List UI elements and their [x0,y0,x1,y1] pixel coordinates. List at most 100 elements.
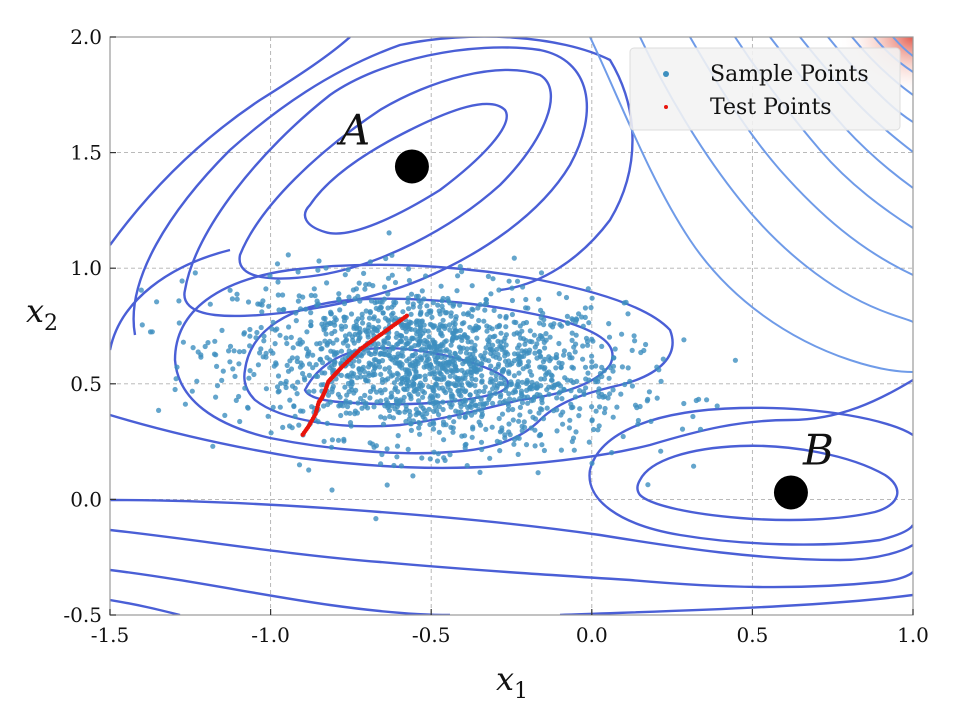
sample-point [474,335,480,341]
sample-point [441,437,447,443]
sample-point [424,303,430,309]
sample-point [510,406,516,413]
sample-point [525,400,531,406]
sample-point [378,461,384,467]
sample-point [432,392,438,398]
sample-point [336,291,342,297]
sample-point [644,398,650,404]
sample-point [506,369,512,375]
sample-point [593,363,599,369]
sample-point [404,358,410,364]
sample-point [482,350,488,356]
sample-point [536,296,542,302]
sample-point [478,366,484,372]
sample-point [538,270,545,276]
sample-point [258,324,264,331]
sample-point [549,377,555,383]
sample-point [415,373,421,379]
sample-point [446,414,452,420]
sample-point [341,314,347,320]
sample-point [517,396,523,402]
sample-point [415,342,421,348]
sample-point [355,338,362,344]
sample-point [474,369,480,375]
sample-point [276,307,282,313]
sample-point [484,328,490,334]
sample-point [263,350,269,356]
sample-point [627,378,633,384]
sample-point [391,380,397,386]
sample-point [620,433,626,440]
sample-point [596,423,602,429]
sample-point [539,333,545,339]
sample-point [565,320,571,326]
sample-point [417,304,423,310]
sample-point [560,421,566,427]
sample-point [242,385,248,391]
legend: Sample Points Test Points [629,47,901,131]
sample-point [379,344,386,350]
sample-point [365,405,371,411]
sample-point [527,409,533,415]
sample-point [595,379,601,385]
sample-point [361,270,367,276]
sample-point [207,301,213,307]
sample-point [382,284,388,290]
sample-point [336,403,342,409]
sample-point [532,350,538,356]
sample-point [286,324,292,330]
sample-point [503,349,509,355]
sample-point [473,403,479,409]
sample-point [409,379,415,385]
sample-point [462,414,468,420]
sample-point [335,437,342,443]
sample-point [556,340,562,347]
sample-point [443,338,449,344]
sample-point [342,272,348,278]
sample-point [468,412,475,418]
sample-point [267,273,273,279]
sample-point [518,391,525,397]
sample-point [362,392,368,398]
sample-point [494,383,500,389]
sample-point [516,342,522,348]
sample-point [509,297,515,304]
sample-point [396,360,402,366]
sample-point [457,263,463,270]
sample-point [263,386,269,392]
sample-point [522,424,528,430]
sample-point [535,384,541,390]
sample-point [266,303,272,309]
sample-point [287,423,293,429]
sample-point [410,304,416,310]
sample-point [398,463,404,469]
sample-point [546,384,552,390]
sample-point [338,412,344,419]
sample-point [461,320,467,326]
sample-point [418,347,424,353]
sample-point [367,395,373,401]
sample-point [509,311,515,318]
sample-point [385,275,392,281]
sample-point [524,387,530,393]
sample-point [343,400,349,406]
point-b-marker [773,475,808,510]
sample-point [324,280,330,286]
sample-point [381,338,387,344]
sample-point [378,350,384,356]
sample-point [457,302,463,308]
sample-point [497,439,503,445]
sample-point [430,426,437,432]
sample-point [394,443,401,449]
sample-point [396,398,402,404]
sample-point [268,348,274,354]
sample-point [386,230,392,236]
sample-point [241,330,247,336]
sample-point [427,399,433,405]
sample-point [309,404,315,410]
sample-point [629,383,636,389]
sample-point [179,278,185,284]
sample-point [189,388,195,394]
sample-point [236,361,242,367]
sample-point [375,318,381,324]
